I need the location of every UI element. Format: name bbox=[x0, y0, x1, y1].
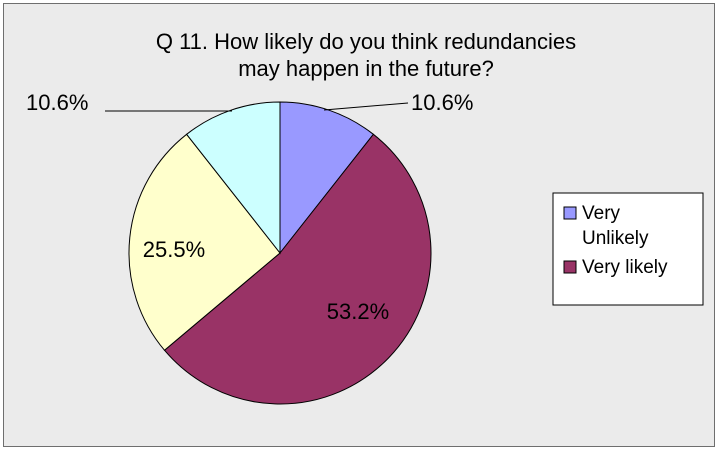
chart-area: Q 11. How likely do you think redundanci… bbox=[3, 3, 715, 447]
pie-slice-1 bbox=[279, 101, 375, 255]
pie-slice-4 bbox=[185, 101, 281, 255]
legend-label-very-unlikely-line-2: Unlikely bbox=[582, 228, 649, 249]
pie-slices bbox=[128, 101, 432, 405]
data-label-slice-1: 10.6% bbox=[411, 90, 473, 115]
leader-line-slice-1 bbox=[323, 102, 409, 111]
legend-label-very-unlikely-line-1: Very bbox=[582, 203, 621, 224]
legend-label-very-likely: Very likely bbox=[582, 257, 668, 278]
leader-lines bbox=[105, 102, 409, 112]
pie-chart: Q 11. How likely do you think redundanci… bbox=[26, 29, 704, 405]
legend-swatch-very-likely bbox=[563, 260, 577, 274]
data-label-slice-3: 25.5% bbox=[143, 237, 205, 262]
chart-title-line-2: may happen in the future? bbox=[238, 56, 494, 81]
data-label-slice-2: 53.2% bbox=[327, 299, 389, 324]
legend-swatch-very-unlikely bbox=[563, 206, 577, 220]
data-labels: 10.6% 53.2% 25.5% 10.6% bbox=[26, 90, 473, 324]
pie-slice-3 bbox=[128, 133, 281, 351]
legend: Very Unlikely Very likely bbox=[552, 192, 704, 306]
data-label-slice-4: 10.6% bbox=[26, 90, 88, 115]
pie-slice-2 bbox=[163, 133, 432, 405]
legend-box bbox=[552, 192, 704, 306]
chart-title-line-1: Q 11. How likely do you think redundanci… bbox=[156, 29, 576, 54]
